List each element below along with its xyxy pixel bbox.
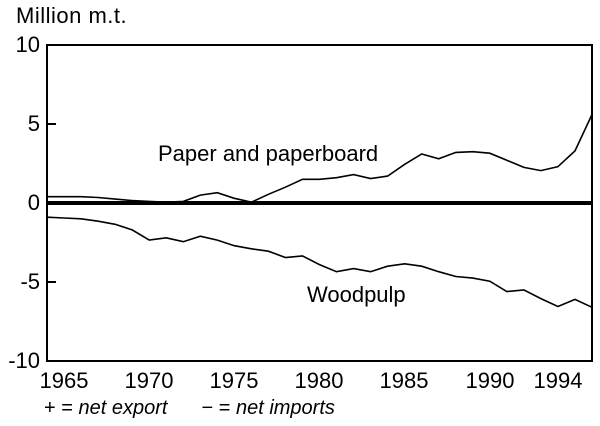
y-tick-label-5: 5 bbox=[27, 111, 40, 136]
x-tick-label-1970: 1970 bbox=[124, 368, 174, 393]
x-tick-label-1980: 1980 bbox=[294, 368, 344, 393]
paper-series-annotation: Paper and paperboard bbox=[158, 141, 379, 166]
x-tick-label-1965: 1965 bbox=[39, 368, 89, 393]
y-tick-label-10: 10 bbox=[15, 32, 40, 57]
net-export-label: net export bbox=[78, 397, 168, 419]
legend-footnote: + = net export − = net imports bbox=[44, 397, 335, 420]
y-axis-unit-label: Million m.t. bbox=[16, 3, 128, 28]
series-line-woodpulp bbox=[46, 216, 593, 309]
minus-equals: = bbox=[218, 397, 231, 419]
y-tick-label-neg5: -5 bbox=[20, 269, 40, 294]
series-line-paper-and-paperboard bbox=[47, 114, 593, 204]
plus-symbol: + bbox=[44, 397, 56, 419]
x-tick-label-1990: 1990 bbox=[465, 368, 515, 393]
plus-equals: = bbox=[61, 397, 73, 419]
net-imports-label: net imports bbox=[235, 397, 335, 419]
minus-symbol: − bbox=[201, 397, 214, 419]
y-tick-label-neg10: -10 bbox=[8, 348, 40, 373]
x-tick-label-1994: 1994 bbox=[533, 368, 583, 393]
x-tick-label-1975: 1975 bbox=[209, 368, 259, 393]
woodpulp-series-annotation: Woodpulp bbox=[307, 282, 406, 307]
y-tick-label-0: 0 bbox=[27, 190, 40, 215]
x-tick-label-1985: 1985 bbox=[379, 368, 429, 393]
